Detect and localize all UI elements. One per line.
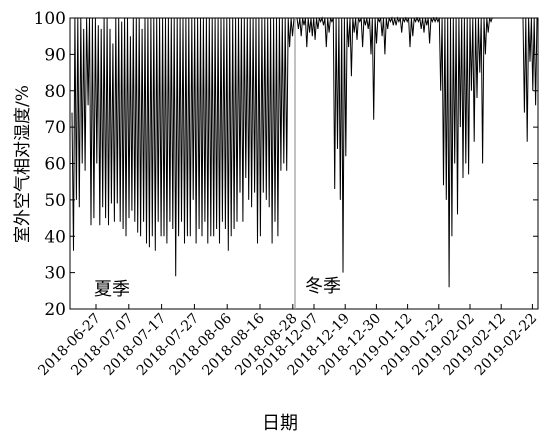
y-tick-label: 90 xyxy=(44,45,66,65)
season-label-summer: 夏季 xyxy=(94,279,130,300)
x-axis-label: 日期 xyxy=(262,413,298,434)
y-axis: 20 30 40 50 60 70 80 90 100 xyxy=(34,9,538,320)
y-tick-label: 100 xyxy=(34,9,66,29)
y-tick-label: 40 xyxy=(44,227,66,247)
humidity-line-winter xyxy=(296,16,538,288)
y-tick-label: 60 xyxy=(44,155,66,175)
humidity-line-summer xyxy=(71,17,295,277)
x-axis: 2018-06-272018-07-072018-07-172018-07-27… xyxy=(35,304,540,379)
y-tick-label: 20 xyxy=(44,300,66,320)
y-axis-label: 室外空气相对湿度/% xyxy=(13,85,33,243)
y-tick-label: 30 xyxy=(44,264,66,284)
y-tick-label: 50 xyxy=(44,191,66,211)
y-tick-label: 70 xyxy=(44,118,66,138)
y-tick-label: 80 xyxy=(44,82,66,102)
humidity-series xyxy=(71,16,538,288)
season-label-winter: 冬季 xyxy=(305,276,341,297)
